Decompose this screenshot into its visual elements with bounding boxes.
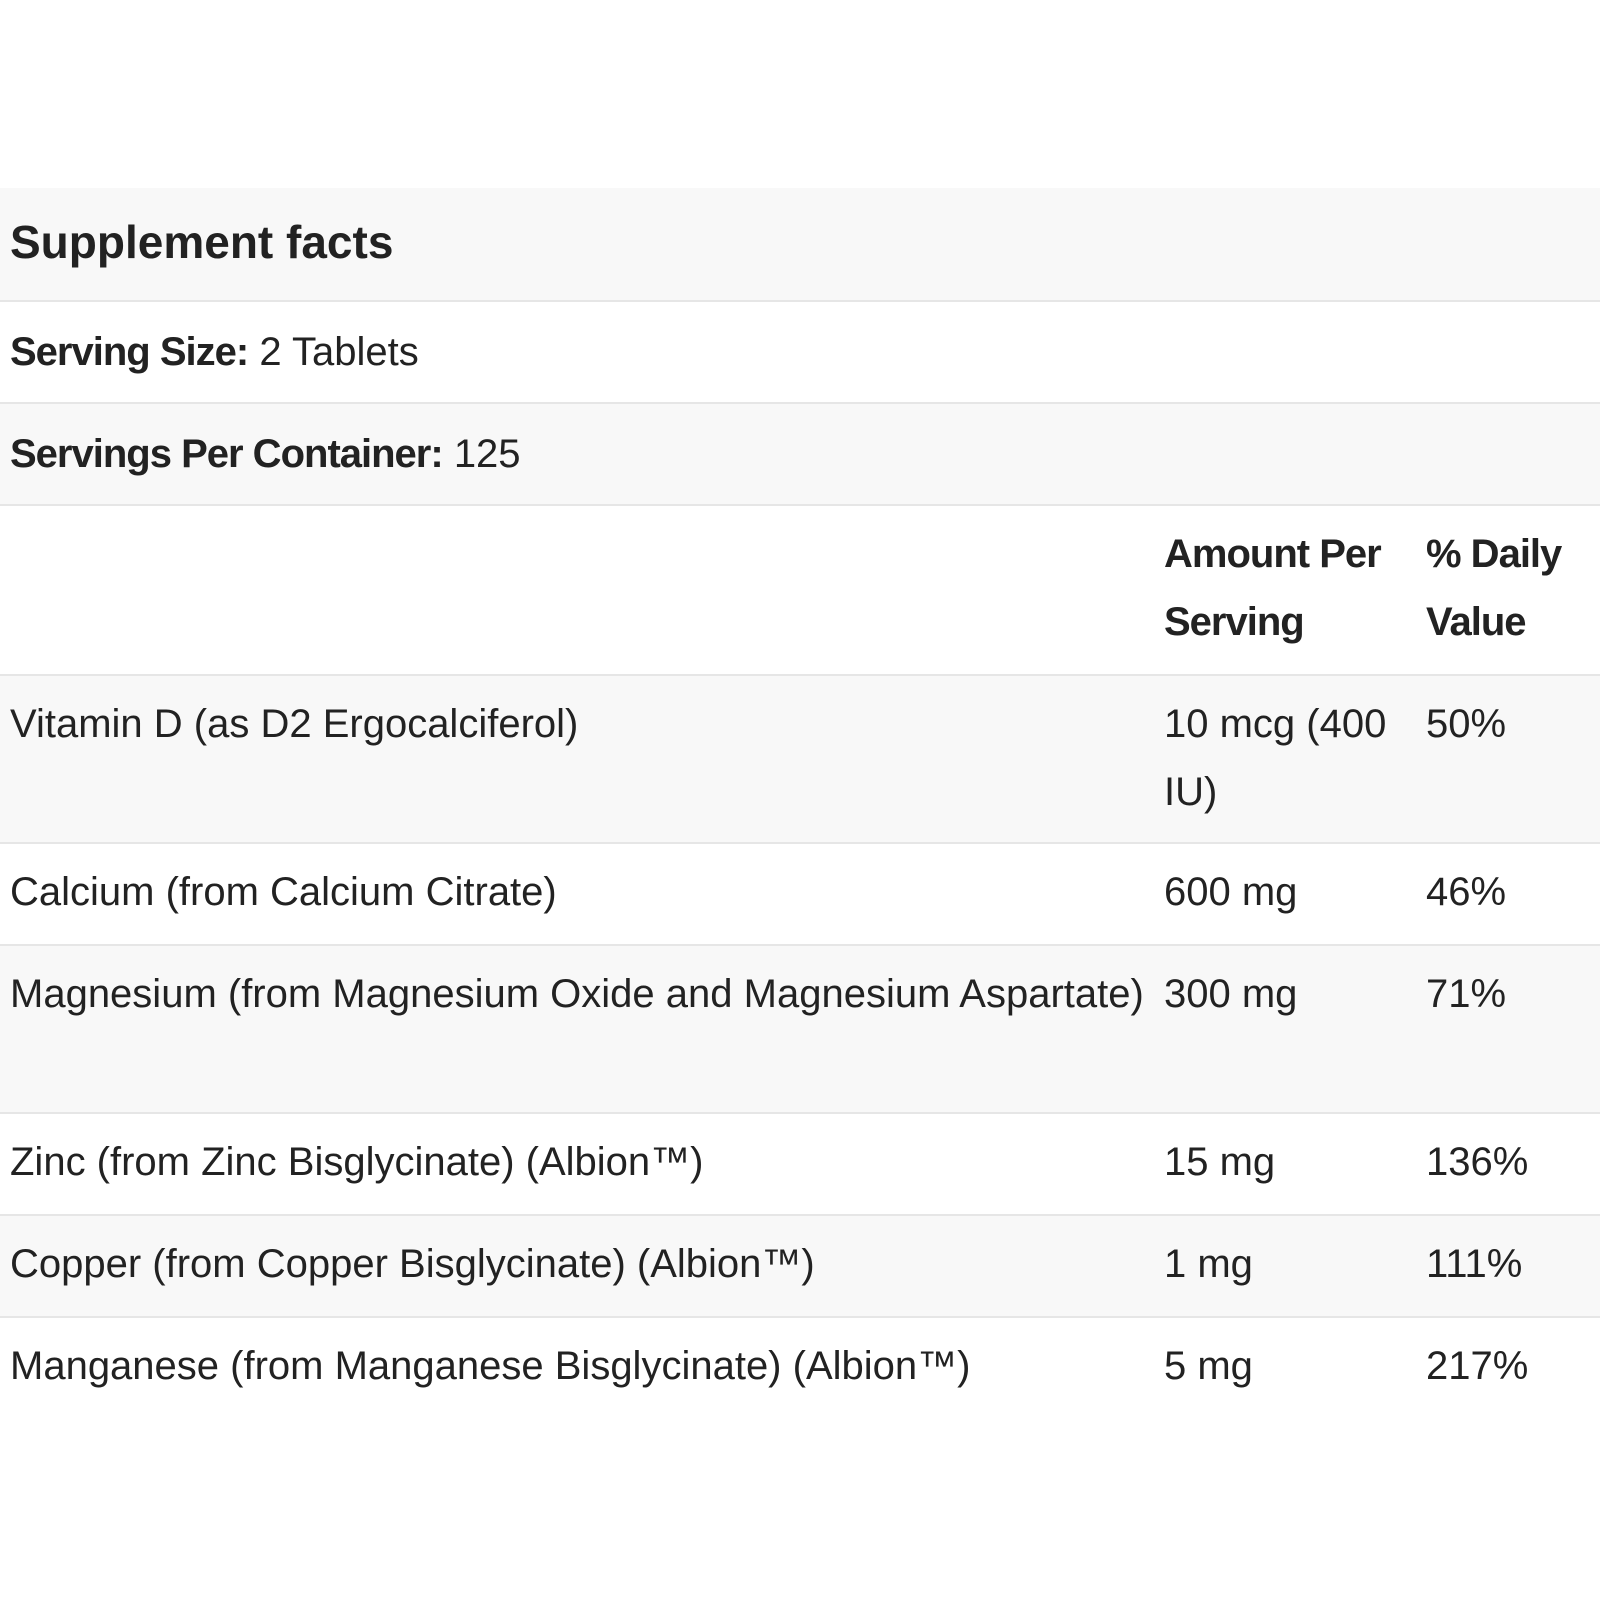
nutrient-daily-value: 217% [1426,1344,1529,1388]
servings-per-container-value: 125 [453,432,521,476]
table-row: Calcium (from Calcium Citrate) 600 mg 46… [0,844,1600,946]
nutrient-name: Zinc (from Zinc Bisglycinate) (Albion™) [10,1140,704,1184]
nutrient-daily-value: 71% [1426,972,1507,1016]
servings-per-container-row: Servings Per Container: 125 [0,404,1600,506]
serving-size-row: Serving Size: 2 Tablets [0,302,1600,404]
serving-size-value: 2 Tablets [259,330,419,374]
nutrient-name: Calcium (from Calcium Citrate) [10,870,557,914]
nutrient-name: Magnesium (from Magnesium Oxide and Magn… [10,972,1144,1016]
nutrient-daily-value: 111% [1426,1242,1523,1286]
nutrient-amount: 15 mg [1164,1140,1276,1184]
nutrient-name: Vitamin D (as D2 Ergocalciferol) [10,702,579,746]
nutrient-amount: 300 mg [1164,972,1298,1016]
table-row: Vitamin D (as D2 Ergocalciferol) 10 mcg … [0,676,1600,844]
servings-per-container-label: Servings Per Container: [10,432,444,476]
table-row: Copper (from Copper Bisglycinate) (Albio… [0,1216,1600,1318]
nutrient-amount: 5 mg [1164,1344,1253,1388]
column-header-row: Amount Per Serving % Daily Value [0,506,1600,676]
nutrient-amount: 1 mg [1164,1242,1253,1286]
nutrient-name: Copper (from Copper Bisglycinate) (Albio… [10,1242,815,1286]
serving-size-label: Serving Size: [10,330,249,374]
nutrient-daily-value: 46% [1426,870,1507,914]
nutrient-amount: 10 mcg (400 IU) [1164,702,1387,814]
supplement-facts-table: Supplement facts Serving Size: 2 Tablets… [0,188,1600,1420]
column-header-daily-value: % Daily Value [1426,532,1562,644]
nutrient-name: Manganese (from Manganese Bisglycinate) … [10,1344,971,1388]
nutrient-daily-value: 50% [1426,702,1507,746]
nutrient-daily-value: 136% [1426,1140,1529,1184]
table-row: Magnesium (from Magnesium Oxide and Magn… [0,946,1600,1114]
column-header-amount: Amount Per Serving [1164,532,1382,644]
table-row: Manganese (from Manganese Bisglycinate) … [0,1318,1600,1420]
nutrient-amount: 600 mg [1164,870,1298,914]
facts-title: Supplement facts [0,188,1600,302]
table-row: Zinc (from Zinc Bisglycinate) (Albion™) … [0,1114,1600,1216]
